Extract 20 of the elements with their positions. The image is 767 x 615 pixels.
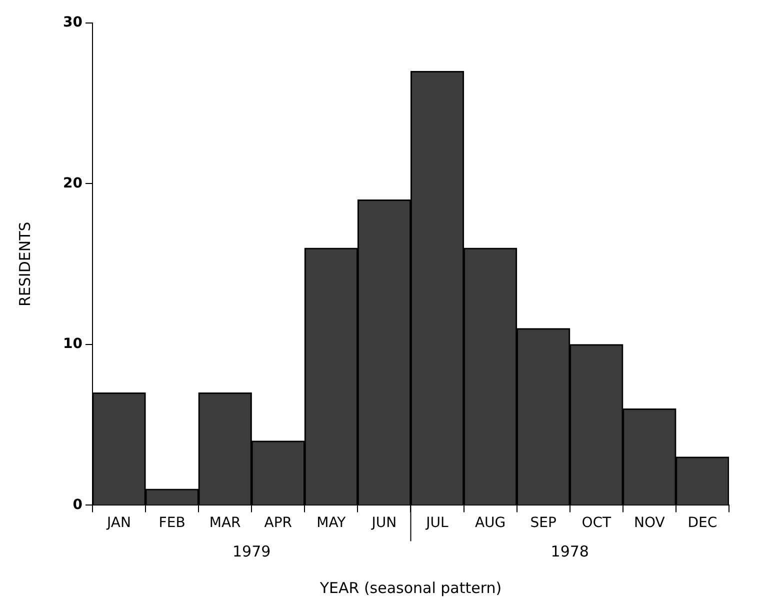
y-tick-label: 20 <box>63 175 83 192</box>
y-tick-label: 0 <box>72 496 83 513</box>
x-tick-label: DEC <box>688 515 718 532</box>
x-tick-label: MAR <box>209 515 242 532</box>
text: 1979 <box>232 542 271 561</box>
x-tick-label: NOV <box>634 515 666 532</box>
y-tick-label: 10 <box>63 336 83 352</box>
x-tick-label: APR <box>264 515 292 532</box>
x-tick-label: OCT <box>582 515 612 532</box>
x-tick-label: MAY <box>316 515 346 532</box>
x-tick-label: SEP <box>530 515 556 532</box>
x-tick-label: AUG <box>474 515 506 532</box>
text: 1978 <box>550 542 589 561</box>
x-tick-label: JAN <box>106 515 131 532</box>
x-tick-label: FEB <box>158 515 186 532</box>
y-axis-title: RESIDENTS <box>16 222 34 306</box>
x-tick-label: JUN <box>370 515 397 532</box>
x-tick-label: JUL <box>425 515 449 532</box>
x-axis-title: YEAR (seasonal pattern) <box>318 578 502 597</box>
y-tick-label: 30 <box>63 14 83 31</box>
